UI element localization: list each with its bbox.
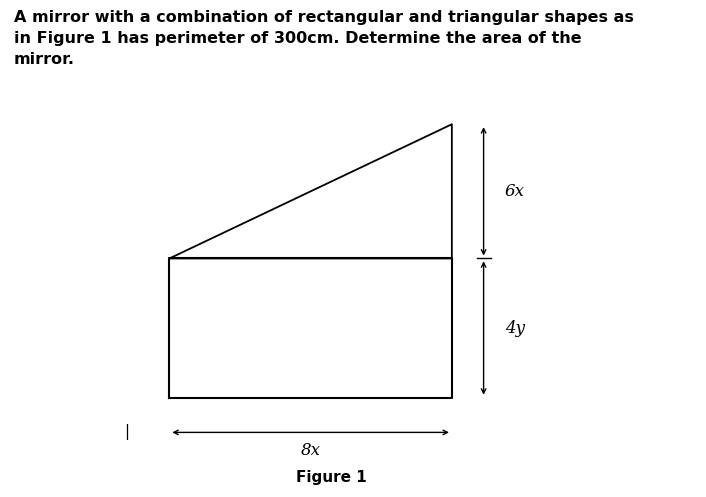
Text: Figure 1: Figure 1 [297, 470, 367, 485]
Text: 6x: 6x [505, 183, 525, 200]
Text: 8x: 8x [301, 442, 321, 459]
Text: A mirror with a combination of rectangular and triangular shapes as
in Figure 1 : A mirror with a combination of rectangul… [14, 10, 634, 67]
Text: |: | [124, 424, 130, 440]
Text: 4y: 4y [505, 320, 525, 336]
